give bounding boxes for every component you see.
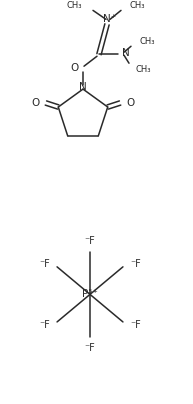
Text: CH₃: CH₃ — [67, 1, 82, 10]
Text: O: O — [126, 98, 134, 108]
Text: CH₃: CH₃ — [130, 1, 146, 10]
Text: P⁵⁺: P⁵⁺ — [82, 289, 98, 299]
Text: O: O — [71, 63, 79, 73]
Text: ⁻F: ⁻F — [39, 320, 50, 330]
Text: ⁻F: ⁻F — [39, 259, 50, 269]
Text: N⁺: N⁺ — [103, 15, 117, 24]
Text: CH₃: CH₃ — [140, 37, 156, 46]
Text: N: N — [122, 48, 130, 58]
Text: N: N — [79, 82, 87, 92]
Text: O: O — [32, 98, 40, 108]
Text: ⁻F: ⁻F — [130, 259, 141, 269]
Text: ⁻F: ⁻F — [85, 236, 95, 246]
Text: CH₃: CH₃ — [136, 65, 152, 74]
Text: ⁻F: ⁻F — [130, 320, 141, 330]
Text: ⁻F: ⁻F — [85, 343, 95, 353]
